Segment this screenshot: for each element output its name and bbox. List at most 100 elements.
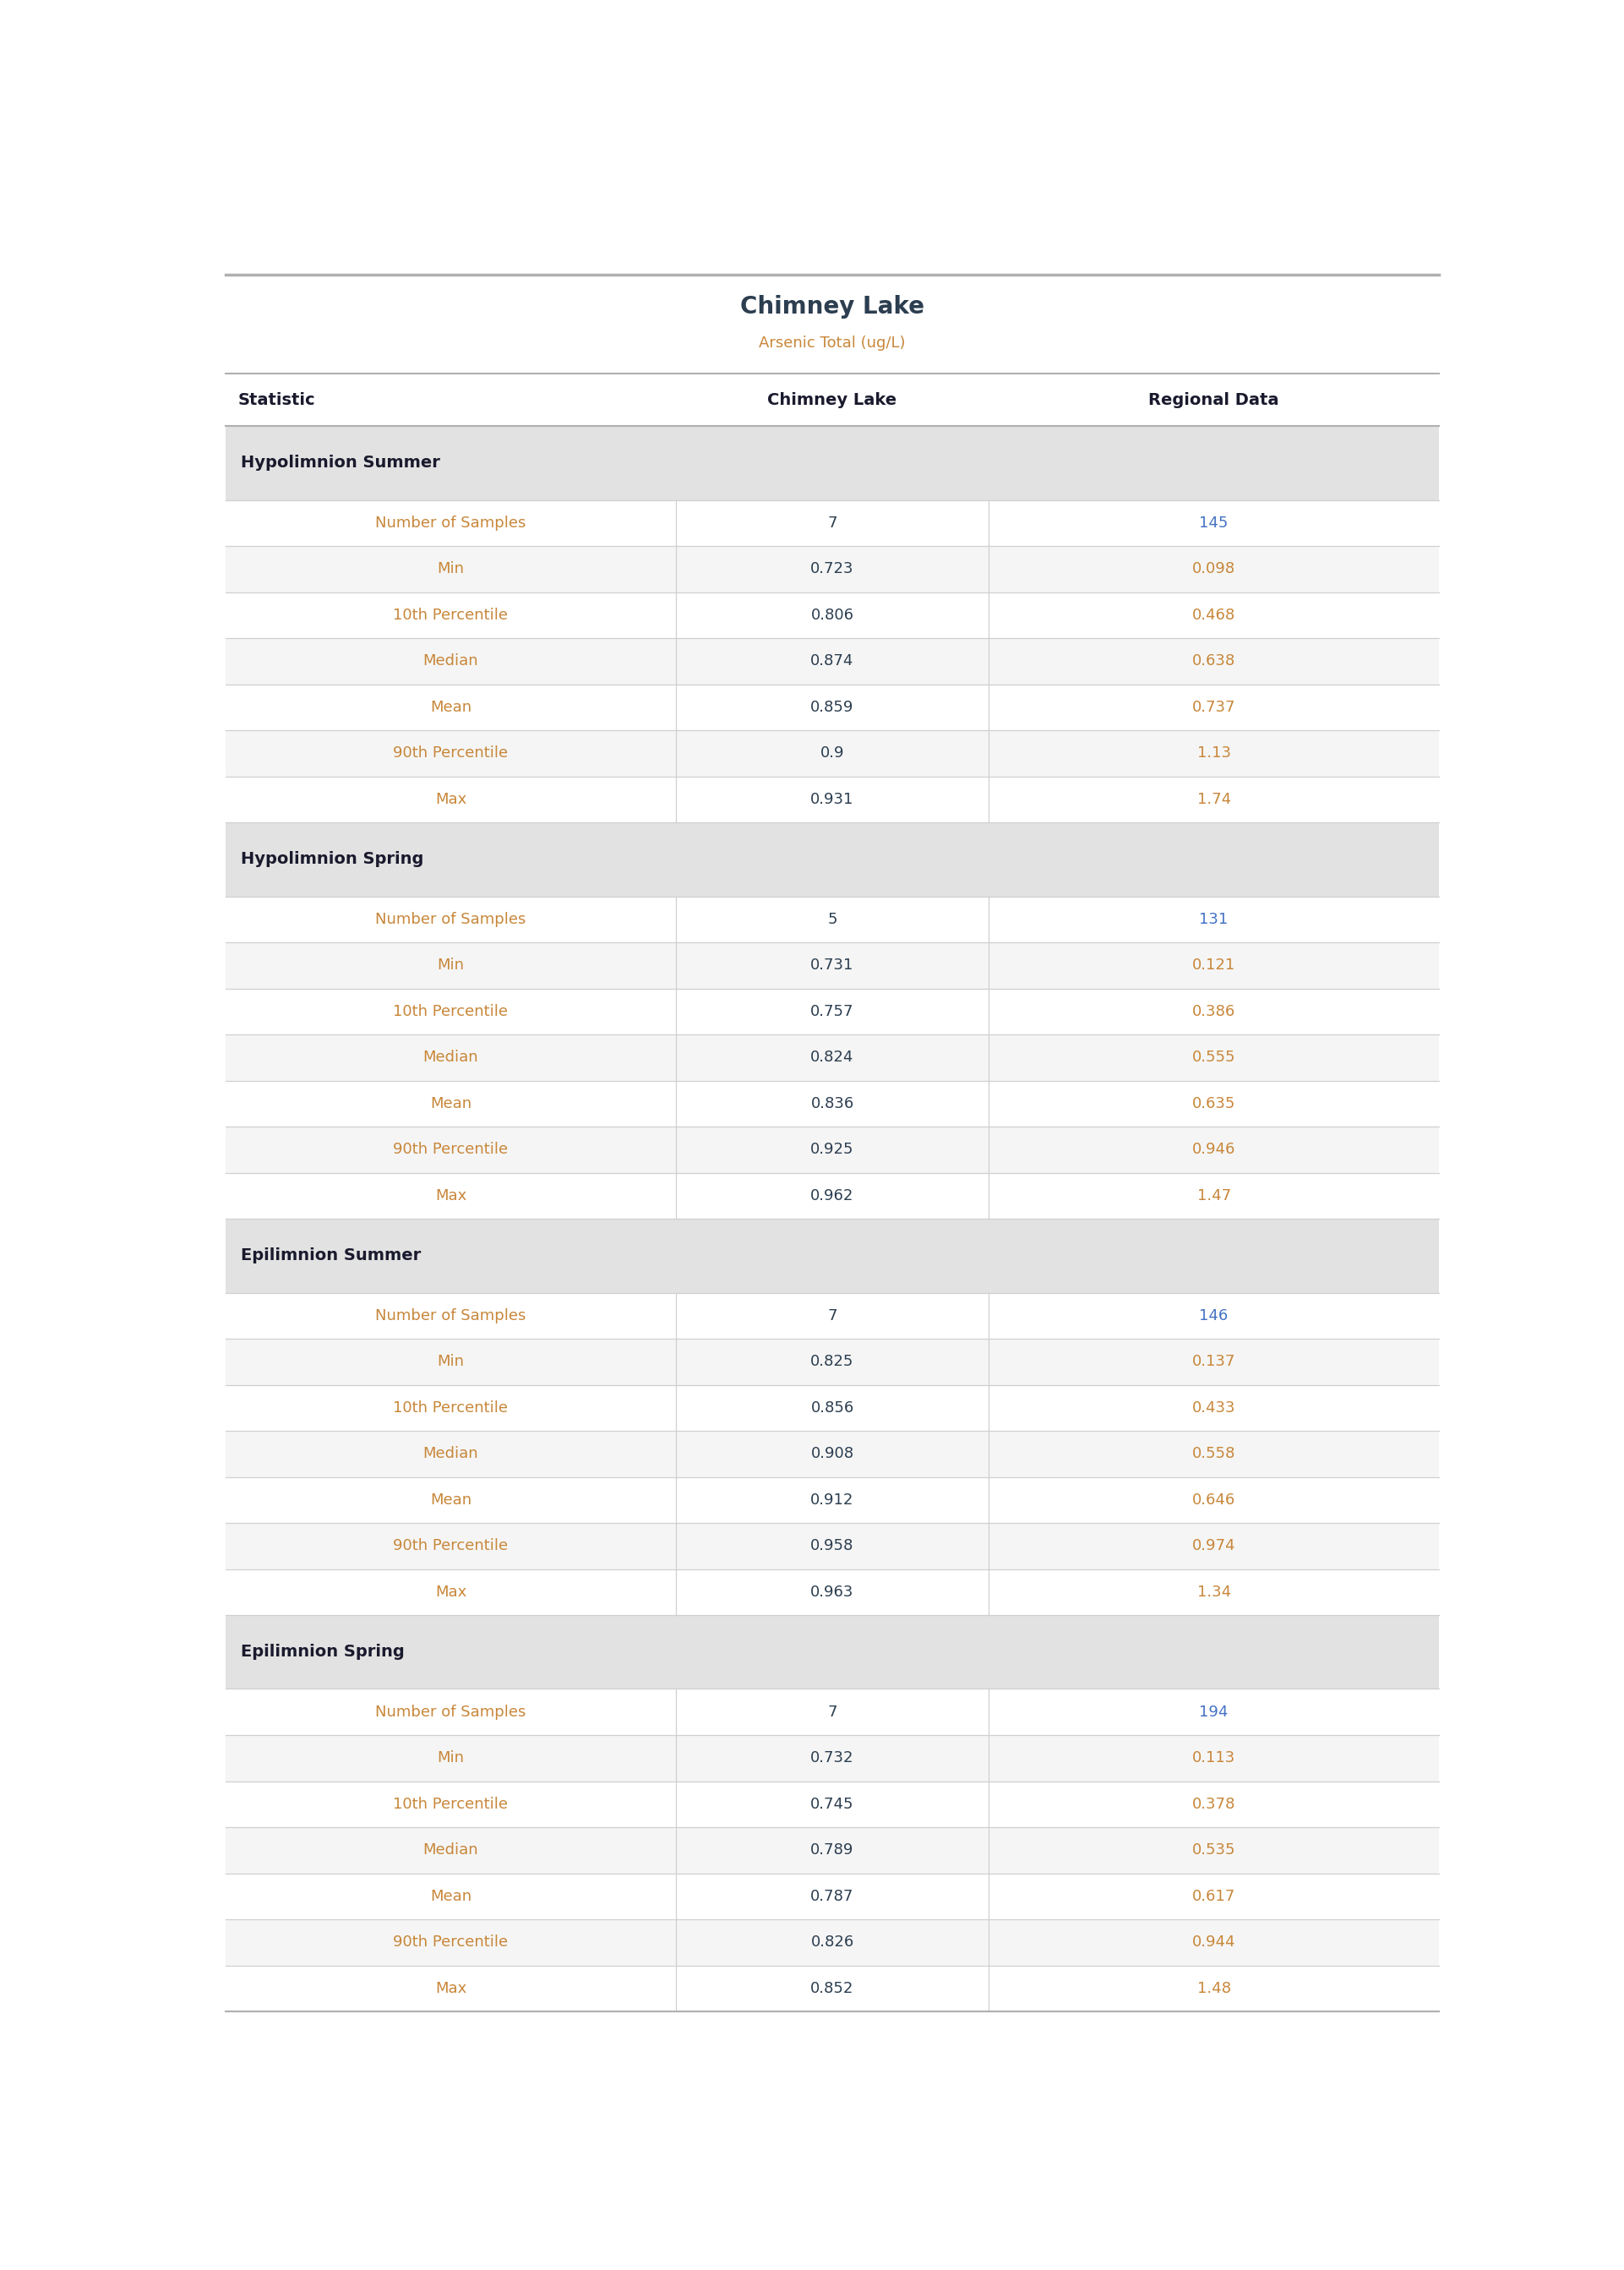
Text: Median: Median (422, 1843, 479, 1857)
Bar (226, 547, 1439, 592)
Text: 0.908: 0.908 (810, 1446, 854, 1462)
Text: Chimney Lake: Chimney Lake (768, 393, 896, 409)
Text: Min: Min (437, 1750, 464, 1766)
Text: 7: 7 (828, 1308, 836, 1323)
Text: 90th Percentile: 90th Percentile (393, 1934, 508, 1950)
Text: 0.824: 0.824 (810, 1051, 854, 1065)
Text: Hypolimnion Spring: Hypolimnion Spring (240, 851, 424, 867)
Text: 0.723: 0.723 (810, 561, 854, 577)
Text: 0.963: 0.963 (810, 1584, 854, 1600)
Text: 0.535: 0.535 (1192, 1843, 1236, 1857)
Text: 146: 146 (1200, 1308, 1228, 1323)
Text: Mean: Mean (430, 699, 471, 715)
Text: 0.974: 0.974 (1192, 1539, 1236, 1553)
Text: 0.745: 0.745 (810, 1796, 854, 1811)
Text: 1.48: 1.48 (1197, 1982, 1231, 1995)
Text: 0.931: 0.931 (810, 792, 854, 808)
Bar (226, 499, 1439, 547)
Text: 90th Percentile: 90th Percentile (393, 1539, 508, 1553)
Text: 0.789: 0.789 (810, 1843, 854, 1857)
Text: Mean: Mean (430, 1096, 471, 1112)
Bar (226, 1292, 1439, 1339)
Text: Median: Median (422, 1051, 479, 1065)
Text: 0.912: 0.912 (810, 1491, 854, 1507)
Bar (226, 683, 1439, 731)
Bar (226, 1569, 1439, 1616)
Text: 0.732: 0.732 (810, 1750, 854, 1766)
Text: 0.806: 0.806 (810, 608, 854, 622)
Text: 0.617: 0.617 (1192, 1889, 1236, 1905)
Bar (226, 1616, 1439, 1689)
Bar (226, 942, 1439, 987)
Text: 0.958: 0.958 (810, 1539, 854, 1553)
Bar (226, 1430, 1439, 1478)
Text: 7: 7 (828, 515, 836, 531)
Text: 90th Percentile: 90th Percentile (393, 747, 508, 760)
Text: 7: 7 (828, 1705, 836, 1721)
Text: 0.137: 0.137 (1192, 1355, 1236, 1369)
Text: 0.787: 0.787 (810, 1889, 854, 1905)
Bar (226, 1385, 1439, 1430)
Text: 1.13: 1.13 (1197, 747, 1231, 760)
Text: 0.098: 0.098 (1192, 561, 1236, 577)
Text: 0.121: 0.121 (1192, 958, 1236, 974)
Text: Arsenic Total (ug/L): Arsenic Total (ug/L) (758, 336, 906, 350)
Text: 0.386: 0.386 (1192, 1003, 1236, 1019)
Text: 145: 145 (1200, 515, 1228, 531)
Text: 90th Percentile: 90th Percentile (393, 1142, 508, 1158)
Text: 0.737: 0.737 (1192, 699, 1236, 715)
Text: Mean: Mean (430, 1889, 471, 1905)
Text: 131: 131 (1200, 913, 1228, 926)
Text: 0.962: 0.962 (810, 1187, 854, 1203)
Text: 0.925: 0.925 (810, 1142, 854, 1158)
Bar (226, 1219, 1439, 1292)
Text: 0.825: 0.825 (810, 1355, 854, 1369)
Text: 0.635: 0.635 (1192, 1096, 1236, 1112)
Bar (226, 1966, 1439, 2011)
Text: 0.558: 0.558 (1192, 1446, 1236, 1462)
Bar (226, 776, 1439, 822)
Bar (226, 1873, 1439, 1920)
Text: 10th Percentile: 10th Percentile (393, 1003, 508, 1019)
Text: 0.646: 0.646 (1192, 1491, 1236, 1507)
Text: 1.74: 1.74 (1197, 792, 1231, 808)
Text: Max: Max (435, 792, 466, 808)
Text: Mean: Mean (430, 1491, 471, 1507)
Text: Median: Median (422, 1446, 479, 1462)
Text: Min: Min (437, 561, 464, 577)
Text: Number of Samples: Number of Samples (375, 515, 526, 531)
Text: 0.852: 0.852 (810, 1982, 854, 1995)
Bar (226, 1782, 1439, 1827)
Bar (226, 1827, 1439, 1873)
Bar (226, 822, 1439, 897)
Text: 0.859: 0.859 (810, 699, 854, 715)
Bar (226, 1081, 1439, 1126)
Text: 10th Percentile: 10th Percentile (393, 608, 508, 622)
Bar (226, 1920, 1439, 1966)
Text: Number of Samples: Number of Samples (375, 1705, 526, 1721)
Text: 0.944: 0.944 (1192, 1934, 1236, 1950)
Text: 0.113: 0.113 (1192, 1750, 1236, 1766)
Text: 0.378: 0.378 (1192, 1796, 1236, 1811)
Bar (226, 1523, 1439, 1569)
Bar (226, 1734, 1439, 1782)
Bar (226, 987, 1439, 1035)
Text: Epilimnion Summer: Epilimnion Summer (240, 1249, 421, 1264)
Text: 0.826: 0.826 (810, 1934, 854, 1950)
Text: 0.468: 0.468 (1192, 608, 1236, 622)
Text: Max: Max (435, 1584, 466, 1600)
Text: Epilimnion Spring: Epilimnion Spring (240, 1643, 404, 1659)
Bar (226, 638, 1439, 683)
Text: 5: 5 (828, 913, 836, 926)
Text: Number of Samples: Number of Samples (375, 1308, 526, 1323)
Bar (226, 1478, 1439, 1523)
Text: Chimney Lake: Chimney Lake (741, 295, 924, 318)
Bar (226, 1035, 1439, 1081)
Text: Min: Min (437, 958, 464, 974)
Bar (226, 592, 1439, 638)
Text: Median: Median (422, 654, 479, 670)
Text: 0.555: 0.555 (1192, 1051, 1236, 1065)
Bar (226, 1174, 1439, 1219)
Text: Min: Min (437, 1355, 464, 1369)
Text: 0.638: 0.638 (1192, 654, 1236, 670)
